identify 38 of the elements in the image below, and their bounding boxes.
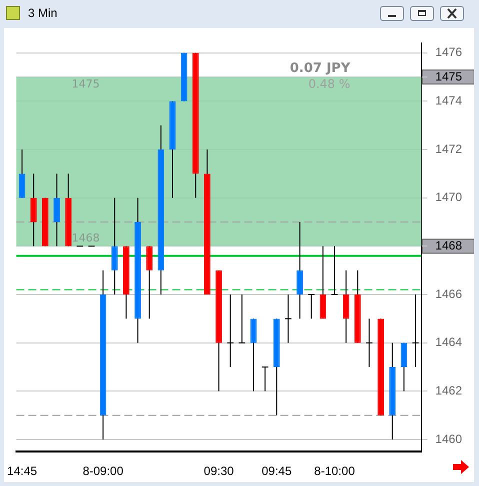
annotation: 0.48 % (308, 77, 350, 92)
y-tick-label: 1460 (435, 432, 462, 446)
y-tick-label: 1462 (435, 384, 462, 398)
candlestick (111, 197, 118, 296)
candlestick (366, 318, 373, 368)
x-tick-label: 8-09:00 (82, 464, 124, 478)
candlestick (308, 294, 316, 320)
y-tick-label: 1466 (435, 286, 462, 301)
candlestick (261, 366, 269, 392)
candlestick (330, 246, 338, 296)
y-tick-label: 1464 (435, 335, 462, 350)
y-tick-label: 1470 (435, 190, 462, 204)
y-tick-label: 1474 (435, 94, 462, 108)
annotation: 1475 (72, 77, 100, 90)
candlestick (284, 294, 292, 344)
x-tick-label: 8-10:00 (314, 464, 356, 478)
candlestick (250, 318, 257, 392)
y-tick-label: 1476 (435, 45, 462, 60)
y-tick-label: 1472 (435, 142, 462, 156)
x-tick-label: 09:30 (204, 464, 234, 478)
x-tick-label: 14:45 (7, 464, 38, 478)
candlestick (342, 270, 350, 344)
candlestick (320, 246, 326, 320)
annotation: 0.07 JPY (290, 60, 351, 76)
y-tick-label: 1475 (435, 69, 462, 84)
candlestick (400, 342, 408, 392)
x-tick-label: 09:45 (262, 464, 292, 478)
candlestick (238, 294, 246, 344)
chart-title: 3 Min (28, 6, 58, 20)
y-tick-label: 1468 (435, 238, 462, 253)
candlestick (226, 294, 234, 368)
candlestick (296, 222, 303, 320)
candlestick (146, 246, 153, 320)
annotation: 1468 (72, 232, 100, 245)
candlestick (412, 294, 420, 368)
candlestick (30, 173, 37, 247)
candlestick (54, 173, 60, 247)
candlestick (18, 149, 26, 198)
